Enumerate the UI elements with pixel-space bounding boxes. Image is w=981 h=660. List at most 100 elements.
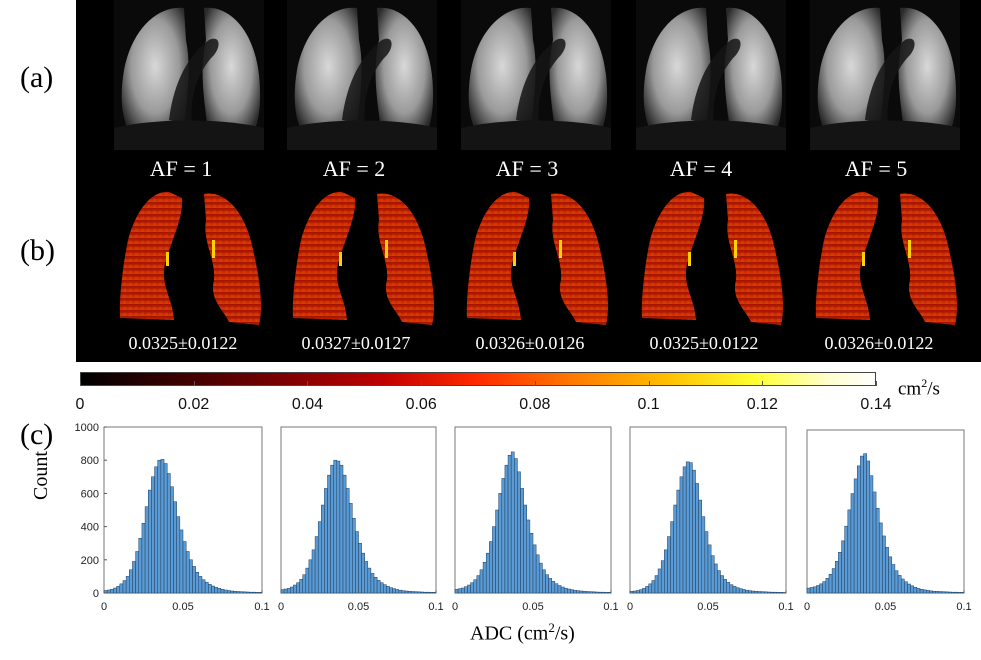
histogram-bar: [554, 583, 559, 594]
histogram-bar: [523, 504, 528, 594]
adc-right-lung: [292, 191, 356, 320]
histogram-bar: [370, 573, 375, 594]
histogram-bar: [720, 575, 724, 594]
histogram-bar: [957, 592, 962, 594]
histogram-bar: [698, 499, 703, 594]
histogram-bar: [632, 590, 637, 594]
colorbar: [80, 372, 876, 386]
adc-left-lung: [551, 193, 609, 325]
histogram-bar: [588, 591, 593, 594]
histogram-bar: [882, 535, 886, 594]
histogram-bar: [305, 567, 310, 594]
histogram-bar: [929, 590, 933, 594]
histogram-bar: [819, 583, 823, 594]
histogram-bar: [551, 581, 556, 594]
x-tick-label: 0.1: [428, 601, 443, 613]
histogram-bar: [361, 552, 365, 594]
diaphragm-shape: [636, 120, 786, 150]
colorbar-tick-mark: [876, 381, 877, 386]
histogram-bar: [738, 588, 743, 594]
histogram-bar: [692, 469, 696, 594]
af-label-3: AF = 3: [495, 156, 559, 181]
histogram-bar: [822, 581, 827, 594]
mediastinum-shape: [516, 38, 566, 125]
histogram-bar: [701, 516, 706, 594]
histogram-bar: [214, 587, 219, 594]
histogram-bar: [182, 541, 187, 594]
histogram-bar: [563, 587, 568, 594]
histogram-bar: [204, 581, 209, 594]
mediastinum-shape: [169, 38, 219, 125]
adc-mean-1: 0.0325±0.0122: [128, 333, 238, 353]
histogram-bar: [526, 519, 531, 594]
histogram-bar: [570, 589, 574, 594]
histogram-bar: [729, 584, 734, 594]
adc-map-2: [292, 191, 435, 325]
histogram-bar: [520, 488, 524, 594]
x-tick-label: 0.05: [522, 601, 543, 613]
x-tick-label: 0.05: [348, 601, 369, 613]
histogram-bar: [404, 590, 409, 594]
proton-image-row: [114, 0, 960, 150]
histogram-bar: [364, 561, 369, 594]
histogram-bar: [754, 591, 759, 594]
histogram-bar: [239, 591, 244, 594]
histogram-bar: [776, 592, 781, 594]
x-tick-label: 0: [804, 601, 810, 613]
histogram-bar: [838, 552, 842, 594]
histogram-bar: [894, 570, 899, 594]
histogram-bar: [189, 559, 193, 594]
histogram-bar: [317, 521, 322, 594]
histogram-bar: [735, 587, 740, 594]
mediastinum-shape: [342, 38, 392, 125]
histogram-bar: [825, 578, 830, 594]
histogram-bar: [176, 516, 181, 594]
histogram-bar: [426, 591, 431, 594]
histogram-bar: [538, 562, 543, 594]
histogram-bar: [198, 576, 203, 594]
colorbar-tick-label: 0.08: [519, 396, 551, 413]
histogram-bar: [897, 575, 902, 594]
histogram-bar: [125, 576, 130, 594]
adc-left-lung: [204, 193, 262, 325]
histogram-bar: [648, 583, 653, 594]
histogram-bar: [296, 582, 300, 594]
histogram-bar: [345, 488, 350, 594]
histogram-bar: [816, 585, 820, 594]
histogram-bar: [866, 460, 871, 594]
histogram-bar: [809, 587, 814, 594]
colorbar-tick-mark: [193, 381, 195, 386]
histogram-bar: [560, 586, 565, 594]
x-tick-label: 0.1: [603, 601, 618, 613]
histogram-bar: [157, 459, 162, 594]
histogram-bar: [230, 590, 234, 594]
histogram-bar: [639, 589, 643, 594]
histogram-bar: [850, 493, 855, 594]
histogram-bar: [110, 589, 114, 594]
histogram-bar: [195, 572, 200, 594]
colorbar-tick-label: 0.14: [860, 396, 892, 413]
diaphragm-shape: [461, 120, 611, 150]
adc-mean-2: 0.0327±0.0127: [301, 333, 411, 353]
x-tick-label: 0: [452, 601, 458, 613]
histogram-bar: [170, 486, 174, 594]
histogram-bar: [835, 560, 839, 594]
histogram-bar: [407, 591, 412, 594]
histogram-bar: [492, 526, 496, 594]
histogram-bar: [760, 591, 765, 594]
histogram-bar: [252, 591, 256, 594]
histogram-bar: [151, 476, 155, 594]
histogram-bar: [517, 471, 521, 594]
histogram-bar: [106, 589, 111, 594]
histogram-bar: [233, 591, 237, 594]
histogram-bar: [567, 588, 571, 594]
histogram-bar: [132, 561, 136, 594]
histogram-bar: [657, 568, 662, 594]
histogram-bar: [710, 555, 715, 594]
histogram-bar: [891, 564, 896, 594]
histogram-bar: [548, 578, 552, 594]
histogram-bar: [138, 537, 143, 594]
histogram-bar: [308, 559, 313, 594]
histogram-bar: [529, 532, 534, 594]
histogram-bar: [860, 455, 864, 594]
